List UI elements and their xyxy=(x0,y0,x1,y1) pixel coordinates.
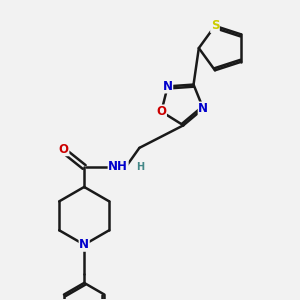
Text: H: H xyxy=(136,162,144,172)
Text: N: N xyxy=(79,238,89,251)
Text: O: O xyxy=(59,143,69,156)
Text: N: N xyxy=(198,102,208,115)
Text: S: S xyxy=(211,20,219,32)
Text: NH: NH xyxy=(108,160,128,173)
Text: N: N xyxy=(163,80,173,93)
Text: O: O xyxy=(156,105,167,118)
